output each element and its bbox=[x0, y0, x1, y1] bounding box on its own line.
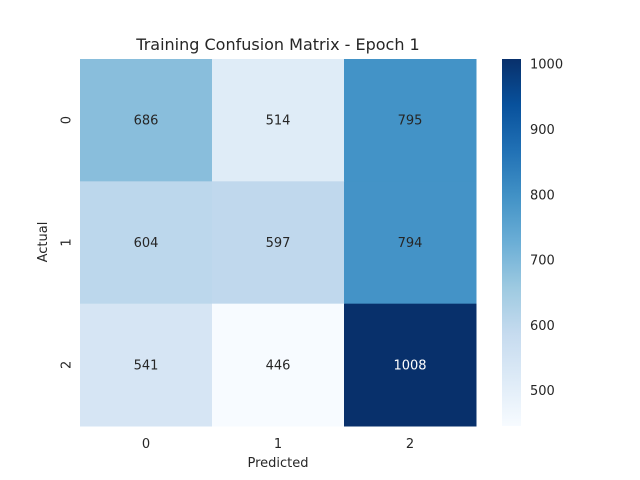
cell-annotations: 686 514 795 604 597 794 541 446 1008 bbox=[134, 114, 427, 374]
x-axis-label: Predicted bbox=[247, 456, 308, 471]
colorbar-tick-600: 600 bbox=[530, 319, 555, 334]
heatmap-cell-r0-c0 bbox=[80, 59, 213, 182]
colorbar-tick-500: 500 bbox=[530, 384, 555, 399]
colorbar: 500 600 700 800 900 1000 bbox=[502, 58, 563, 426]
x-axis-ticks: 0 1 2 bbox=[142, 437, 414, 452]
heatmap-cell-r2-c2 bbox=[344, 303, 477, 427]
heatmap-cell-r2-c1 bbox=[212, 303, 345, 427]
heatmap-cell-r1-c0 bbox=[80, 181, 213, 305]
colorbar-tick-700: 700 bbox=[530, 254, 555, 269]
cell-value-r0-c0: 686 bbox=[134, 114, 159, 129]
x-tick-label-2: 2 bbox=[406, 437, 414, 452]
x-tick-label-1: 1 bbox=[274, 437, 282, 452]
y-tick-label-2: 2 bbox=[60, 361, 75, 369]
cell-value-r1-c1: 597 bbox=[266, 236, 291, 251]
colorbar-tick-1000: 1000 bbox=[530, 58, 563, 73]
cell-value-r2-c0: 541 bbox=[134, 358, 159, 373]
cell-value-r1-c0: 604 bbox=[134, 236, 159, 251]
cell-value-r2-c2: 1008 bbox=[393, 358, 426, 373]
cell-value-r2-c1: 446 bbox=[266, 358, 291, 373]
cell-value-r1-c2: 794 bbox=[398, 236, 423, 251]
heatmap-cell-r0-c2 bbox=[344, 59, 477, 182]
heatmap-cells bbox=[80, 59, 477, 427]
y-axis-ticks: 0 1 2 bbox=[60, 116, 75, 369]
y-tick-label-0: 0 bbox=[60, 116, 75, 124]
cell-value-r0-c1: 514 bbox=[266, 114, 291, 129]
heatmap-cell-r1-c1 bbox=[212, 181, 345, 305]
colorbar-tick-800: 800 bbox=[530, 188, 555, 203]
heatmap-cell-r2-c0 bbox=[80, 303, 213, 427]
chart-title: Training Confusion Matrix - Epoch 1 bbox=[135, 35, 419, 54]
y-axis-label: Actual bbox=[36, 222, 51, 263]
heatmap-cell-r0-c1 bbox=[212, 59, 345, 182]
colorbar-gradient bbox=[502, 59, 521, 426]
y-tick-label-1: 1 bbox=[60, 238, 75, 246]
x-tick-label-0: 0 bbox=[142, 437, 150, 452]
colorbar-tick-900: 900 bbox=[530, 123, 555, 138]
cell-value-r0-c2: 795 bbox=[398, 114, 423, 129]
heatmap-cell-r1-c2 bbox=[344, 181, 477, 305]
